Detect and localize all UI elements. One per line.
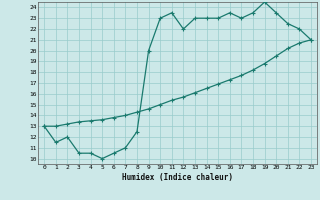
X-axis label: Humidex (Indice chaleur): Humidex (Indice chaleur): [122, 173, 233, 182]
